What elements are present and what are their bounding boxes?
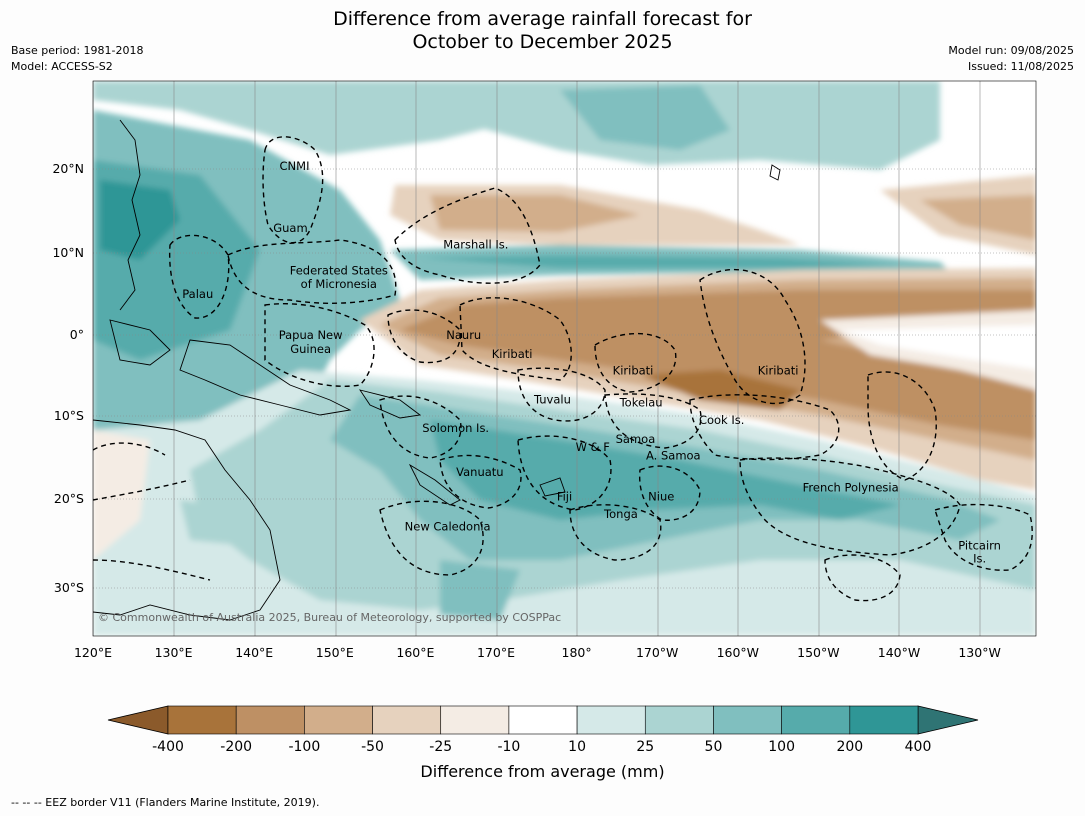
lon-tick-label: 140°E xyxy=(235,645,273,660)
title-line-1: Difference from average rainfall forecas… xyxy=(333,8,752,30)
lat-tick-label: 20°N xyxy=(52,161,84,176)
colorbar-tick-label: 10 xyxy=(568,739,586,755)
lon-tick-label: 170°E xyxy=(477,645,515,660)
region-label: Marshall Is. xyxy=(443,237,508,251)
colorbar-tick-label: -100 xyxy=(288,739,320,755)
region-label: Pitcairn xyxy=(958,538,1001,552)
lat-tick-label: 30°S xyxy=(54,580,84,595)
region-label: A. Samoa xyxy=(646,448,701,462)
lon-tick-label: 180° xyxy=(562,645,592,660)
lon-tick-label: 140°W xyxy=(878,645,920,660)
region-label: CNMI xyxy=(280,159,310,173)
colorbar-segment xyxy=(372,705,442,735)
colorbar-segment xyxy=(167,705,237,735)
region-label: Kiribati xyxy=(492,347,533,361)
colorbar-tick-label: 25 xyxy=(636,739,654,755)
map-frame xyxy=(92,80,1037,637)
colorbar-tick-label: 400 xyxy=(905,739,932,755)
model-info: Base period: 1981-2018 Model: ACCESS-S2 xyxy=(11,43,143,75)
colorbar-tick-label: -200 xyxy=(220,739,252,755)
colorbar-segment xyxy=(781,705,851,735)
base-period: Base period: 1981-2018 xyxy=(11,44,144,57)
region-label: Vanuatu xyxy=(456,465,503,479)
region-label: French Polynesia xyxy=(803,481,899,495)
gridlines xyxy=(93,81,1036,636)
map-area: © Commonwealth of Australia 2025, Bureau… xyxy=(93,81,1036,636)
title-line-2: October to December 2025 xyxy=(412,31,673,53)
region-label: Tokelau xyxy=(619,396,663,410)
lat-tick-label: 10°N xyxy=(52,245,84,260)
chart-title: Difference from average rainfall forecas… xyxy=(0,8,1085,54)
region-label: W & F xyxy=(576,440,610,454)
region-label: Tonga xyxy=(603,507,638,521)
region-label: Federated States xyxy=(290,264,388,278)
lat-tick-label: 20°S xyxy=(54,491,84,506)
region-label: Fiji xyxy=(557,490,572,504)
colorbar-extend-high xyxy=(917,705,979,735)
region-label: Is. xyxy=(973,552,986,566)
colorbar-label: Difference from average (mm) xyxy=(420,762,665,781)
colorbar-segment xyxy=(849,705,919,735)
longitude-labels: 120°E 130°E 140°E 150°E 160°E 170°E 180° 170°W 1… xyxy=(74,645,1001,660)
colorbar-extend-low xyxy=(107,705,169,735)
colorbar-segment xyxy=(508,705,578,735)
lon-tick-label: 150°W xyxy=(797,645,839,660)
colorbar-tick-label: 200 xyxy=(836,739,863,755)
region-label: Palau xyxy=(182,287,213,301)
region-label: of Micronesia xyxy=(301,277,377,291)
run-info: Model run: 09/08/2025 Issued: 11/08/2025 xyxy=(948,43,1074,75)
region-label: Kiribati xyxy=(613,363,654,377)
region-label: New Caledonia xyxy=(405,519,491,533)
region-label: Tuvalu xyxy=(533,392,571,406)
model-run: Model run: 09/08/2025 xyxy=(948,44,1074,57)
region-label: Cook Is. xyxy=(699,413,744,427)
colorbar-tick-label: -50 xyxy=(361,739,384,755)
eez-legend: -- -- -- EEZ border V11 (Flanders Marine… xyxy=(11,796,320,809)
colorbar: -400 -200 -100 -50 -25 -10 10 25 50 100 200 400 xyxy=(107,705,979,755)
lon-tick-label: 150°E xyxy=(316,645,354,660)
region-label: Guam xyxy=(273,221,307,235)
region-label: Papua New xyxy=(279,328,343,342)
region-label: Nauru xyxy=(446,328,481,342)
lon-tick-label: 160°W xyxy=(717,645,759,660)
copyright-note: © Commonwealth of Australia 2025, Bureau… xyxy=(98,611,561,624)
lat-tick-label: 0° xyxy=(70,327,84,342)
lon-tick-label: 130°W xyxy=(958,645,1000,660)
region-label: Kiribati xyxy=(758,363,799,377)
eez-borders xyxy=(93,136,1033,602)
lon-tick-label: 170°W xyxy=(636,645,678,660)
lon-tick-label: 160°E xyxy=(396,645,434,660)
colorbar-tick-label: -25 xyxy=(429,739,452,755)
colorbar-segment xyxy=(644,705,714,735)
coastlines xyxy=(93,119,781,621)
colorbar-segment xyxy=(235,705,305,735)
colorbar-tick-label: -400 xyxy=(152,739,184,755)
model-name: Model: ACCESS-S2 xyxy=(11,60,113,73)
region-label: Niue xyxy=(648,490,674,504)
colorbar-segment xyxy=(576,705,646,735)
lat-tick-label: 10°S xyxy=(54,408,84,423)
colorbar-tick-label: 100 xyxy=(768,739,795,755)
colorbar-segment xyxy=(440,705,510,735)
colorbar-tick-label: -10 xyxy=(497,739,520,755)
lon-tick-label: 120°E xyxy=(74,645,112,660)
colorbar-segment xyxy=(713,705,782,735)
region-label: Guinea xyxy=(290,342,331,356)
anomaly-fields xyxy=(93,81,1036,636)
region-label: Samoa xyxy=(616,432,656,446)
colorbar-tick-label: 50 xyxy=(705,739,723,755)
lon-tick-label: 130°E xyxy=(155,645,193,660)
region-label: Solomon Is. xyxy=(422,421,489,435)
latitude-labels: 20°N 10°N 0° 10°S 20°S 30°S xyxy=(52,161,84,595)
issued-date: Issued: 11/08/2025 xyxy=(967,60,1074,73)
colorbar-segment xyxy=(304,705,373,735)
